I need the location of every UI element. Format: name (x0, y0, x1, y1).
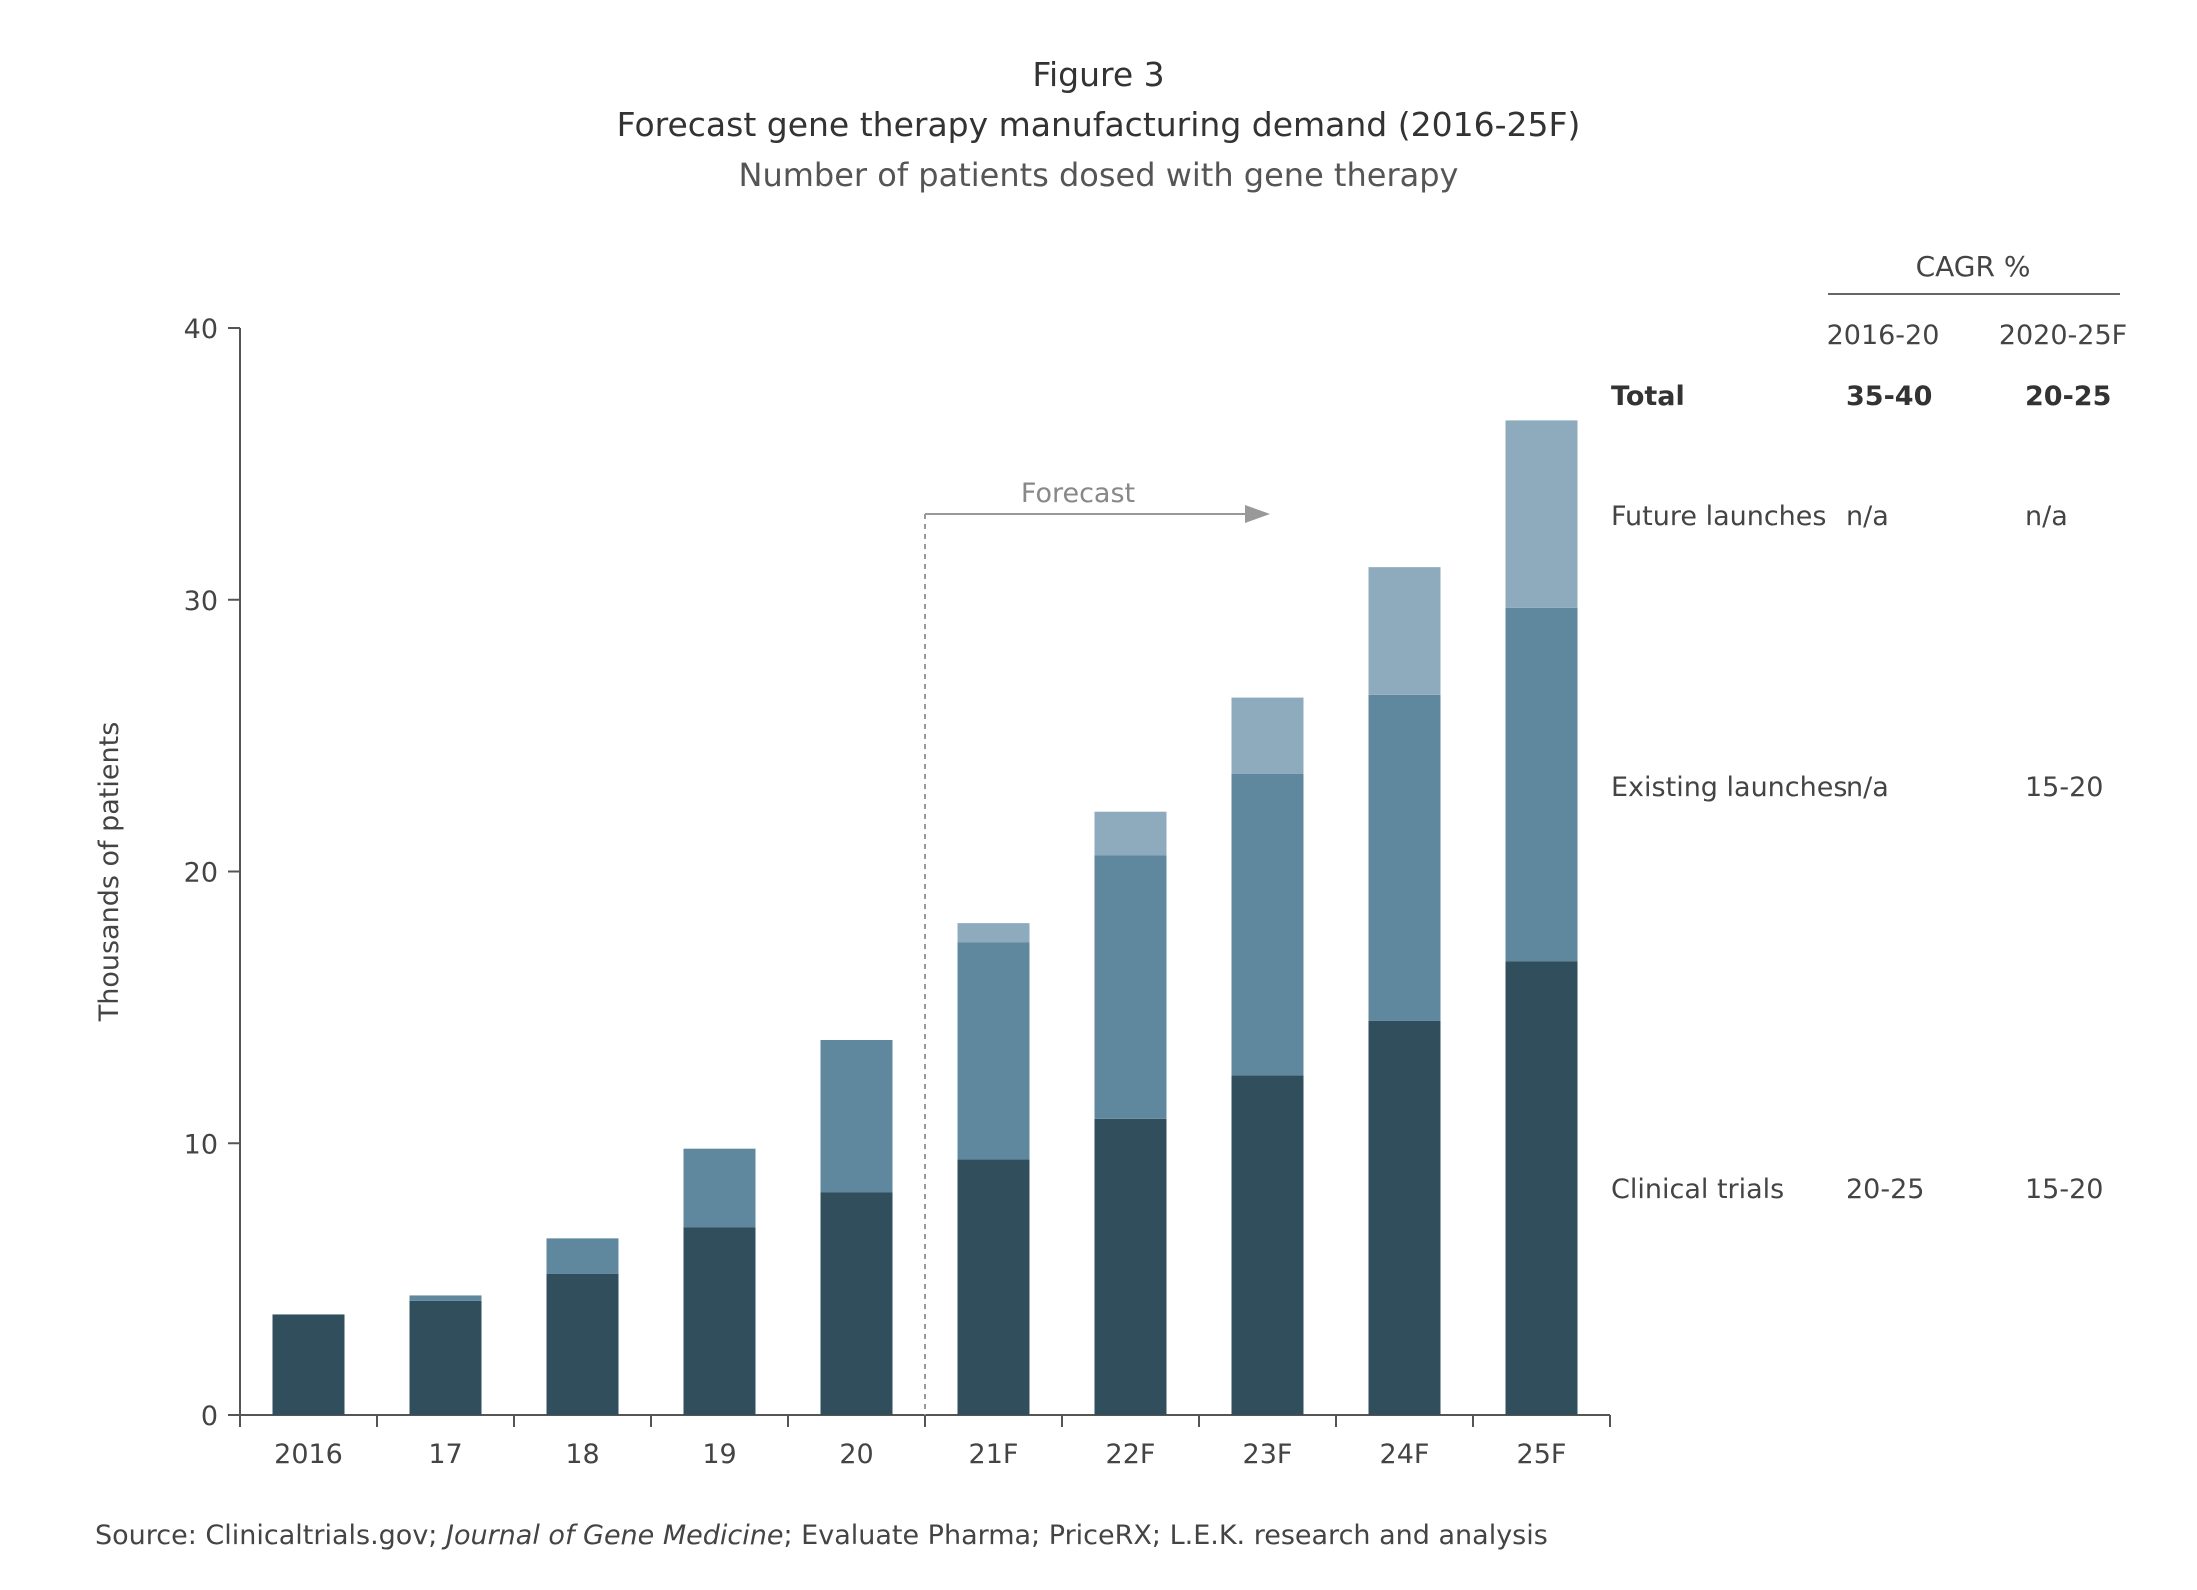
cagr-header: CAGR % (1916, 250, 2031, 283)
x-tick-label: 2016 (274, 1439, 343, 1470)
cagr-row-label: Future launches (1611, 501, 1826, 532)
bar-clinical-trials (272, 1314, 345, 1415)
bar-clinical-trials (409, 1300, 482, 1415)
bar-existing-launches (1505, 607, 1578, 962)
bar-clinical-trials (1231, 1075, 1304, 1415)
cagr-column-header: 2020-25F (1999, 320, 2127, 351)
x-tick-label: 22F (1106, 1439, 1156, 1470)
x-tick-label: 18 (565, 1439, 599, 1470)
bar-existing-launches (1368, 694, 1441, 1021)
cagr-value: n/a (1846, 501, 1889, 532)
cagr-row-label: Total (1611, 381, 1685, 412)
cagr-value: n/a (1846, 772, 1889, 803)
x-tick-label: 25F (1517, 1439, 1567, 1470)
chart-subtitle: Number of patients dosed with gene thera… (738, 156, 1459, 194)
x-tick-label: 20 (839, 1439, 873, 1470)
y-tick-label: 30 (184, 586, 218, 617)
y-tick-label: 10 (184, 1129, 218, 1160)
bar-existing-launches (820, 1039, 893, 1193)
source-note: Source: Clinicaltrials.gov; Journal of G… (95, 1520, 1548, 1551)
bar-clinical-trials (1368, 1020, 1441, 1415)
cagr-value: n/a (2025, 501, 2068, 532)
bar-existing-launches (409, 1295, 482, 1301)
forecast-label: Forecast (1021, 478, 1135, 509)
bar-clinical-trials (1094, 1118, 1167, 1415)
bar-clinical-trials (683, 1227, 756, 1415)
cagr-value: 20-25 (1846, 1174, 1924, 1205)
x-tick-label: 17 (428, 1439, 462, 1470)
x-tick-label: 23F (1243, 1439, 1293, 1470)
bar-future-launches (1231, 697, 1304, 774)
forecast-arrowhead-icon (1245, 505, 1270, 523)
bar-clinical-trials (820, 1192, 893, 1415)
cagr-value: 15-20 (2025, 1174, 2103, 1205)
source-prefix: Source: Clinicaltrials.gov; (95, 1520, 446, 1551)
bar-future-launches (1094, 811, 1167, 856)
bar-existing-launches (1094, 855, 1167, 1119)
source-suffix: ; Evaluate Pharma; PriceRX; L.E.K. resea… (783, 1520, 1548, 1551)
source-italic: Journal of Gene Medicine (445, 1520, 784, 1551)
bar-future-launches (1368, 567, 1441, 695)
chart-titles: Figure 3 Forecast gene therapy manufactu… (0, 50, 2197, 200)
figure-label: Figure 3 (1032, 55, 1165, 94)
bar-clinical-trials (957, 1159, 1030, 1415)
cagr-value: 15-20 (2025, 772, 2103, 803)
bar-existing-launches (1231, 773, 1304, 1076)
y-axis-title: Thousands of patients (94, 722, 125, 1023)
bar-future-launches (1505, 420, 1578, 608)
bar-clinical-trials (546, 1273, 619, 1415)
bar-future-launches (957, 923, 1030, 943)
y-tick-label: 40 (184, 314, 218, 345)
cagr-value: 35-40 (1846, 381, 1932, 412)
y-tick-label: 0 (201, 1401, 218, 1432)
cagr-column-header: 2016-20 (1827, 320, 1940, 351)
chart-title: Forecast gene therapy manufacturing dema… (616, 105, 1581, 144)
x-tick-label: 21F (969, 1439, 1019, 1470)
cagr-value: 20-25 (2025, 381, 2111, 412)
cagr-row-label: Clinical trials (1611, 1174, 1784, 1205)
bar-clinical-trials (1505, 961, 1578, 1415)
bar-existing-launches (546, 1238, 619, 1274)
cagr-row-label: Existing launches (1611, 772, 1847, 803)
x-tick-label: 19 (702, 1439, 736, 1470)
bar-existing-launches (957, 942, 1030, 1160)
x-tick-label: 24F (1380, 1439, 1430, 1470)
bar-existing-launches (683, 1148, 756, 1228)
y-tick-label: 20 (184, 858, 218, 889)
